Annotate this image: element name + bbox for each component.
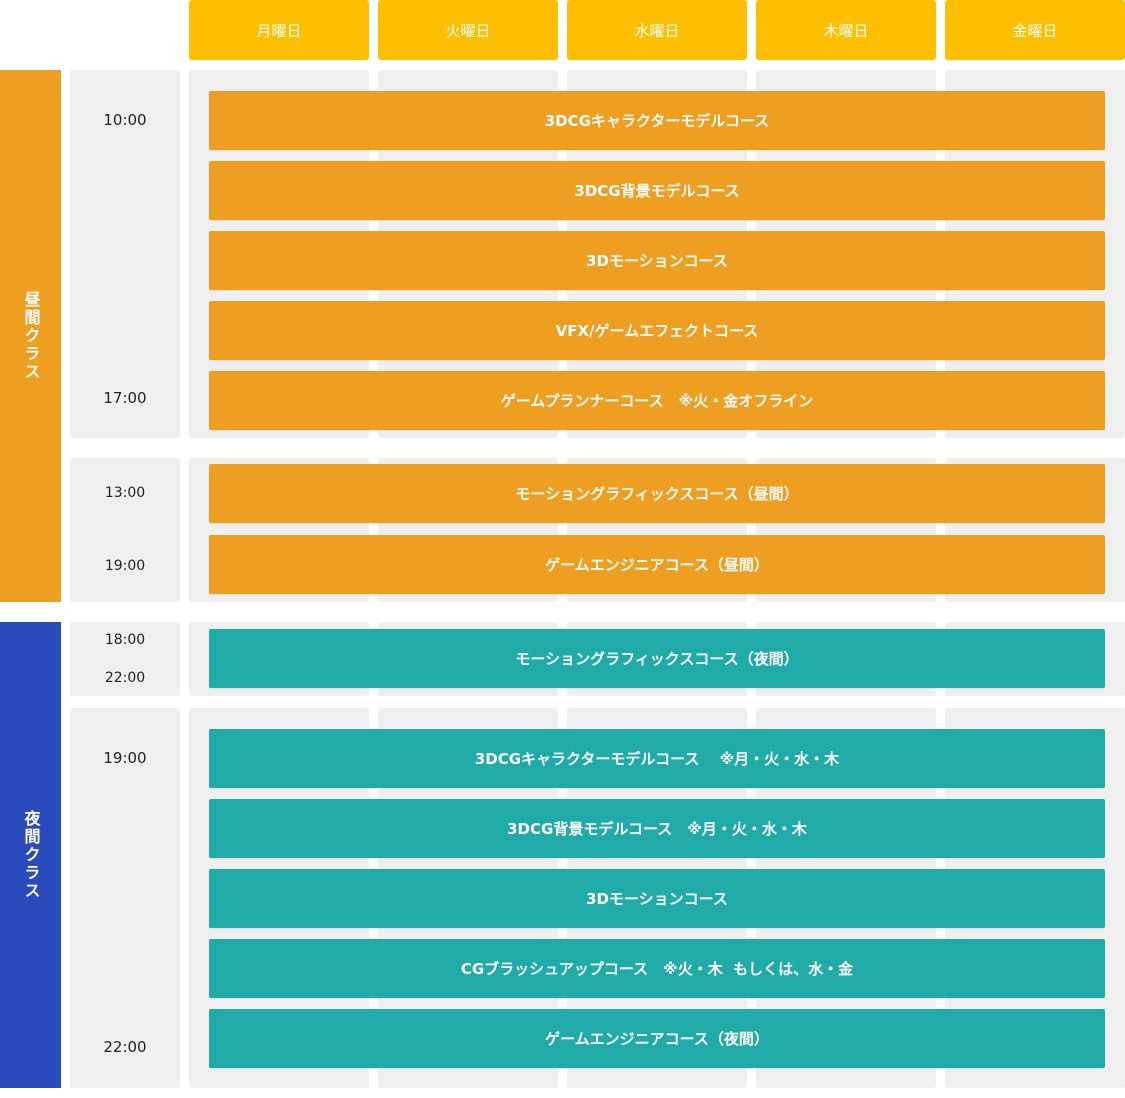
course-bar-3dcg-background-day[interactable]: 3DCG背景モデルコース bbox=[209, 161, 1105, 220]
time-column-bg bbox=[70, 708, 180, 1088]
course-bar-motion-graphics-day[interactable]: モーショングラフィックスコース（昼間） bbox=[209, 464, 1105, 523]
course-bar-cg-brushup-night[interactable]: CGブラッシュアップコース ※火・木 もしくは、水・金 bbox=[209, 939, 1105, 998]
time-label: 10:00 bbox=[103, 111, 147, 129]
time-label: 17:00 bbox=[103, 389, 147, 407]
time-column-bg bbox=[70, 70, 180, 438]
day-header-monday: 月曜日 bbox=[189, 0, 369, 60]
course-bar-3d-motion-day[interactable]: 3Dモーションコース bbox=[209, 231, 1105, 290]
course-bar-game-engineer-night[interactable]: ゲームエンジニアコース（夜間） bbox=[209, 1009, 1105, 1068]
day-header-tuesday: 火曜日 bbox=[378, 0, 558, 60]
day-header-thursday: 木曜日 bbox=[756, 0, 936, 60]
time-label: 22:00 bbox=[104, 670, 146, 686]
time-label: 19:00 bbox=[104, 558, 146, 574]
course-bar-vfx-day[interactable]: VFX/ゲームエフェクトコース bbox=[209, 301, 1105, 360]
course-bar-game-engineer-day[interactable]: ゲームエンジニアコース（昼間） bbox=[209, 535, 1105, 594]
time-column-bg bbox=[70, 458, 180, 602]
time-label: 13:00 bbox=[104, 485, 146, 501]
course-bar-3dcg-character-night[interactable]: 3DCGキャラクターモデルコース ※月・火・水・木 bbox=[209, 729, 1105, 788]
course-bar-motion-graphics-night[interactable]: モーショングラフィックスコース（夜間） bbox=[209, 629, 1105, 688]
time-label: 18:00 bbox=[104, 632, 146, 648]
day-class-label: 昼間クラス bbox=[0, 70, 61, 602]
time-column-bg bbox=[70, 622, 180, 696]
course-bar-3d-motion-night[interactable]: 3Dモーションコース bbox=[209, 869, 1105, 928]
time-label: 22:00 bbox=[103, 1038, 147, 1056]
course-bar-game-planner-day[interactable]: ゲームプランナーコース ※火・金オフライン bbox=[209, 371, 1105, 430]
day-header-wednesday: 水曜日 bbox=[567, 0, 747, 60]
time-label: 19:00 bbox=[103, 749, 147, 767]
course-bar-3dcg-background-night[interactable]: 3DCG背景モデルコース ※月・火・水・木 bbox=[209, 799, 1105, 858]
night-class-label: 夜間クラス bbox=[0, 622, 61, 1088]
course-bar-3dcg-character-day[interactable]: 3DCGキャラクターモデルコース bbox=[209, 91, 1105, 150]
day-header-friday: 金曜日 bbox=[945, 0, 1125, 60]
